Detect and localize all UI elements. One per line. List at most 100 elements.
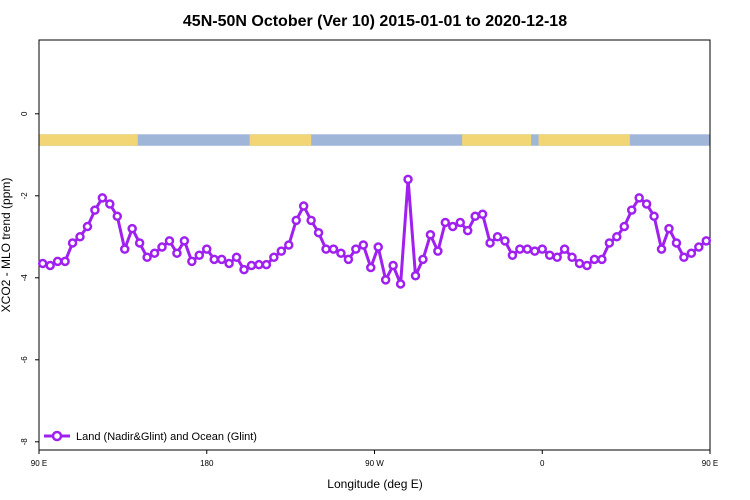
data-point — [202, 244, 212, 254]
data-point — [410, 271, 421, 281]
data-point — [507, 250, 518, 260]
data-point — [664, 223, 674, 234]
x-tick-label: 90 E — [31, 459, 47, 468]
data-point — [291, 215, 301, 226]
data-point — [671, 238, 682, 248]
data-point — [45, 260, 55, 271]
data-point — [164, 236, 175, 246]
data-point — [440, 217, 451, 228]
data-point — [142, 252, 152, 263]
land-band-segment — [538, 134, 630, 146]
ocean-band — [39, 134, 710, 146]
land-band-segment — [462, 134, 532, 146]
data-point — [276, 246, 287, 256]
y-axis: 0 -2 -4 -6 -8 — [20, 111, 39, 445]
data-point — [194, 250, 205, 260]
x-axis: 90 E 180 90 W 0 90 E — [31, 450, 718, 468]
data-point — [567, 252, 577, 263]
data-point — [537, 244, 547, 254]
data-point — [269, 252, 279, 263]
data-point — [552, 252, 562, 263]
data-point — [343, 254, 354, 265]
data-point — [515, 244, 525, 254]
data-point — [82, 221, 93, 232]
data-point — [134, 238, 145, 248]
data-point — [37, 258, 48, 269]
data-point — [67, 238, 78, 248]
data-point — [366, 262, 376, 273]
data-point — [418, 254, 428, 265]
data-point — [679, 252, 689, 263]
data-point — [328, 244, 339, 254]
y-tick-label: -4 — [20, 274, 29, 282]
data-point — [462, 225, 473, 236]
data-point — [403, 174, 413, 185]
series-layer — [37, 174, 712, 289]
x-tick-label: 90 W — [365, 459, 384, 468]
data-point — [239, 264, 249, 275]
data-point — [60, 256, 70, 267]
data-point — [604, 238, 615, 248]
data-point — [522, 244, 533, 254]
x-tick-label: 0 — [540, 459, 545, 468]
data-point — [425, 230, 436, 240]
data-point — [492, 232, 503, 242]
data-point — [284, 240, 294, 250]
data-point — [52, 256, 63, 267]
data-point — [559, 244, 570, 254]
data-point — [187, 256, 197, 267]
y-axis-label: XCO2 - MLO trend (ppm) — [0, 178, 13, 313]
data-point — [477, 209, 488, 219]
x-tick-label: 90 E — [702, 459, 718, 468]
data-point — [321, 244, 331, 254]
data-point — [246, 260, 257, 271]
data-point — [112, 211, 123, 222]
chart-title: 45N-50N October (Ver 10) 2015-01-01 to 2… — [183, 13, 567, 30]
data-point — [336, 248, 346, 258]
legend: Land (Nadir&Glint) and Ocean (Glint) — [44, 430, 257, 443]
y-tick-label: 0 — [20, 111, 29, 116]
data-point — [634, 193, 644, 203]
data-point — [149, 248, 160, 258]
data-point — [119, 244, 130, 254]
data-point — [105, 199, 115, 209]
data-point — [597, 254, 607, 265]
legend-label: Land (Nadir&Glint) and Ocean (Glint) — [76, 431, 257, 443]
data-point — [254, 259, 264, 270]
land-band-segment — [249, 134, 312, 146]
data-point — [544, 250, 555, 260]
data-point — [701, 236, 712, 246]
data-point — [90, 205, 100, 215]
data-point — [694, 242, 704, 252]
data-point — [306, 215, 316, 226]
y-tick-label: -8 — [20, 438, 29, 446]
y-tick-label: -6 — [20, 356, 29, 364]
data-point — [649, 211, 659, 222]
data-point — [75, 232, 85, 242]
data-point — [209, 254, 219, 265]
data-point — [433, 246, 443, 256]
data-point — [373, 242, 383, 252]
data-point — [380, 275, 391, 285]
legend-marker-swatch — [51, 430, 63, 442]
data-point — [157, 242, 167, 252]
data-point — [485, 238, 495, 248]
data-point — [626, 205, 637, 215]
data-point — [224, 258, 234, 269]
land-band-segment — [39, 134, 138, 146]
data-point — [656, 244, 667, 254]
data-point — [686, 248, 697, 258]
x-tick-label: 180 — [200, 459, 214, 468]
data-point — [589, 254, 600, 265]
data-point — [313, 227, 324, 238]
data-point — [97, 193, 108, 203]
data-point — [231, 252, 242, 263]
data-point — [470, 211, 480, 222]
data-point — [448, 221, 458, 232]
y-tick-label: -2 — [20, 192, 29, 200]
data-point — [619, 221, 630, 232]
data-point — [127, 223, 137, 234]
data-point — [179, 236, 190, 246]
data-point — [612, 232, 622, 242]
